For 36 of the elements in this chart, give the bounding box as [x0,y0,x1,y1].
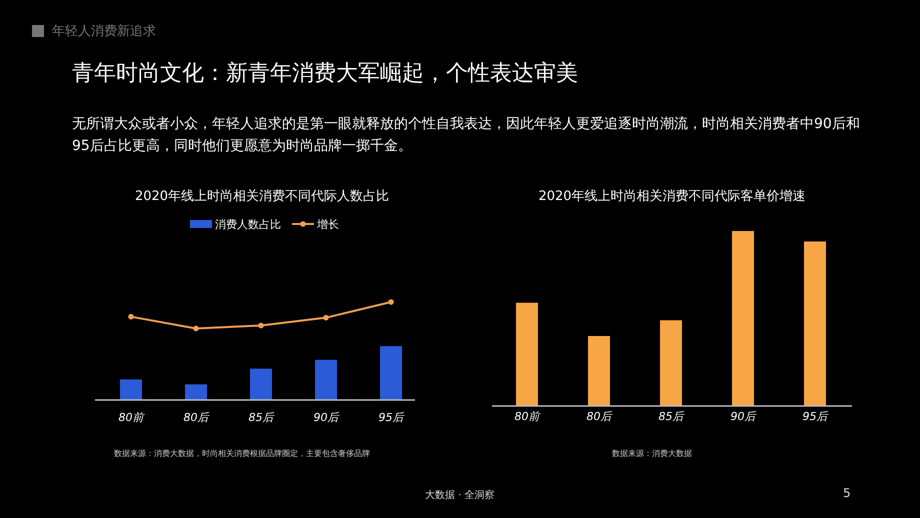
x-tick-label: 80前 [118,411,146,424]
x-tick-label: 95后 [378,411,406,424]
bar [588,336,610,406]
text: 大数据 · 全洞察 [425,488,495,502]
text: 无所谓大众或者小众，年轻人追求的是第一眼就释放的个性自我表达，因此年轻人更爱追逐时尚潮流，时尚相关消费者中90后和95后占比更高，同时他们更愿意为时尚品牌一掷千金。 [72,115,861,156]
chart-title: 2020年线上时尚相关消费不同代际客单价增速 [538,188,806,204]
bar [315,360,337,400]
legend-label: 增长 [316,218,339,231]
x-tick-label: 90后 [314,411,340,424]
x-tick-label: 85后 [658,410,686,423]
legend-label: 消费人数占比 [215,218,281,231]
x-tick-label: 80后 [184,411,210,424]
bar [732,231,754,406]
bar [120,379,142,400]
x-tick-label: 80前 [514,410,542,423]
chart-title: 2020年线上时尚相关消费不同代际人数占比 [134,189,390,204]
bar [660,320,682,406]
x-tick-label: 95后 [802,410,830,423]
text: 年轻人消费新追求 [52,23,156,40]
source-note: 数据来源：消费大数据 [612,449,692,458]
x-tick-label: 90后 [730,410,758,423]
x-tick-label: 80后 [586,410,614,423]
bar [185,384,207,400]
bar [804,242,826,406]
point [193,326,199,332]
x-tick-label: 85后 [248,411,276,424]
point [323,314,329,320]
point [128,314,134,320]
point [388,299,394,305]
text: 青年时尚文化：新青年消费大军崛起，个性表达审美 [72,60,578,88]
bar [516,302,538,406]
point [258,322,264,328]
text: 5 [843,486,851,500]
bar [250,368,272,400]
source-note: 数据来源：消费大数据，时尚相关消费根据品牌圈定，主要包含奢侈品牌 [114,449,370,458]
bar [380,346,402,400]
